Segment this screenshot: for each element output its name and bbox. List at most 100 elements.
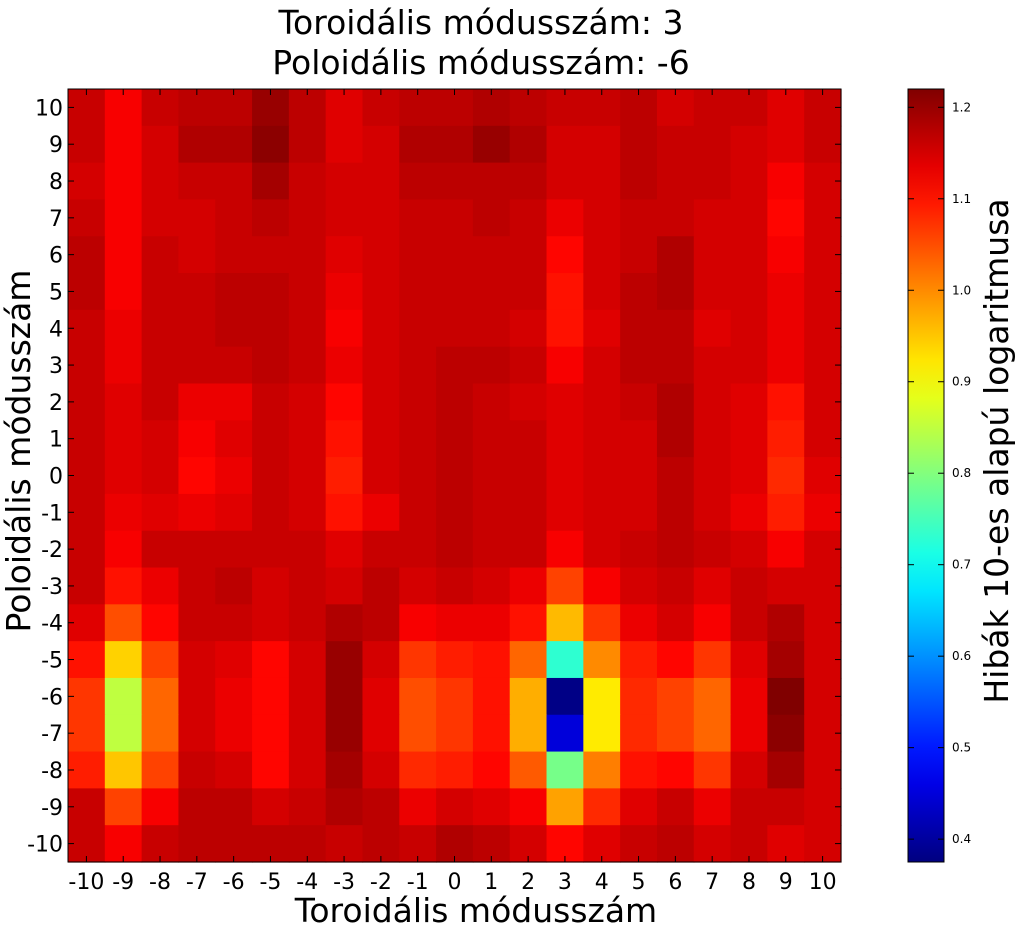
- heatmap-cell: [325, 89, 364, 127]
- heatmap-cell: [68, 751, 106, 789]
- heatmap-cell: [546, 457, 584, 495]
- heatmap-cell: [583, 273, 621, 311]
- heatmap-cell: [730, 346, 768, 385]
- heatmap-cell: [215, 420, 253, 458]
- heatmap-cell: [141, 567, 180, 605]
- heatmap-cell: [472, 162, 511, 201]
- heatmap-cell: [215, 567, 253, 605]
- heatmap-cell: [436, 751, 474, 789]
- heatmap-cell: [730, 420, 768, 458]
- heatmap-cell: [325, 125, 364, 164]
- x-tick-label: -2: [370, 870, 392, 895]
- heatmap-cell: [730, 125, 768, 164]
- heatmap-cell: [288, 199, 327, 237]
- heatmap-cell: [68, 641, 106, 679]
- heatmap-cell: [767, 309, 805, 348]
- heatmap-cell: [436, 677, 474, 716]
- y-tick-label: 6: [49, 244, 63, 269]
- heatmap-cell: [252, 346, 290, 385]
- heatmap-cell: [546, 346, 584, 385]
- heatmap-cell: [215, 751, 253, 789]
- heatmap-cell: [767, 420, 805, 458]
- heatmap-cell: [215, 199, 253, 237]
- heatmap-cell: [362, 530, 400, 569]
- heatmap-cell: [104, 641, 143, 679]
- heatmap-cell: [141, 162, 180, 201]
- heatmap-cell: [767, 89, 805, 127]
- heatmap-cell: [288, 236, 327, 274]
- heatmap-cell: [215, 530, 253, 569]
- heatmap-cell: [656, 714, 695, 753]
- heatmap-cell: [399, 199, 437, 237]
- heatmap-cell: [178, 788, 216, 826]
- colorbar-tick-label: 1.1: [952, 192, 971, 206]
- y-tick-label: 2: [49, 391, 63, 416]
- y-tick-label: 9: [49, 133, 63, 158]
- heatmap-cell: [104, 199, 143, 237]
- x-tick-label: 0: [448, 870, 462, 895]
- heatmap-cell: [693, 273, 732, 311]
- heatmap-cell: [472, 89, 511, 127]
- heatmap-cell: [362, 751, 400, 789]
- heatmap-cell: [141, 530, 180, 569]
- heatmap-cell: [472, 788, 511, 826]
- heatmap-cell: [288, 125, 327, 164]
- heatmap-cell: [252, 236, 290, 274]
- heatmap-cell: [325, 493, 364, 532]
- heatmap-cell: [730, 493, 768, 532]
- heatmap-cell: [215, 493, 253, 532]
- heatmap-cell: [546, 714, 584, 753]
- heatmap-cell: [178, 309, 216, 348]
- x-tick-label: 7: [705, 870, 719, 895]
- heatmap-cell: [252, 751, 290, 789]
- heatmap-cell: [399, 420, 437, 458]
- heatmap-cell: [509, 346, 548, 385]
- heatmap-cell: [288, 677, 327, 716]
- heatmap-cell: [693, 383, 732, 421]
- heatmap-cell: [68, 567, 106, 605]
- heatmap-cell: [68, 677, 106, 716]
- heatmap-cell: [104, 530, 143, 569]
- heatmap-cell: [252, 641, 290, 679]
- x-tick-label: 3: [558, 870, 572, 895]
- heatmap-cell: [215, 457, 253, 495]
- heatmap-cell: [509, 383, 548, 421]
- heatmap-cell: [325, 383, 364, 421]
- heatmap-cell: [767, 457, 805, 495]
- x-tick-label: 8: [742, 870, 756, 895]
- heatmap-cell: [399, 162, 437, 201]
- heatmap-cell: [325, 530, 364, 569]
- y-tick-label: -7: [41, 722, 63, 747]
- heatmap-cell: [325, 751, 364, 789]
- heatmap-cell: [68, 604, 106, 642]
- heatmap-cell: [68, 89, 106, 127]
- heatmap-cell: [730, 677, 768, 716]
- heatmap-cell: [693, 788, 732, 826]
- heatmap-cell: [436, 199, 474, 237]
- heatmap-cell: [730, 383, 768, 421]
- heatmap-cell: [693, 493, 732, 532]
- heatmap-cell: [362, 788, 400, 826]
- heatmap-cell: [252, 677, 290, 716]
- heatmap-cell: [583, 309, 621, 348]
- heatmap-cell: [546, 273, 584, 311]
- heatmap-cell: [141, 677, 180, 716]
- heatmap-cell: [693, 714, 732, 753]
- heatmap-cell: [104, 493, 143, 532]
- heatmap-cell: [252, 530, 290, 569]
- heatmap-cell: [583, 567, 621, 605]
- heatmap-cell: [178, 89, 216, 127]
- heatmap-cell: [362, 199, 400, 237]
- heatmap-cell: [288, 530, 327, 569]
- heatmap-cell: [252, 89, 290, 127]
- heatmap-cell: [141, 604, 180, 642]
- heatmap-cell: [472, 530, 511, 569]
- heatmap-cell: [693, 89, 732, 127]
- x-tick-label: 1: [484, 870, 498, 895]
- chart-subtitle: Poloidális módusszám: -6: [272, 43, 689, 82]
- heatmap-cell: [472, 641, 511, 679]
- heatmap-cell: [546, 162, 584, 201]
- heatmap-cell: [620, 273, 658, 311]
- heatmap-cell: [141, 457, 180, 495]
- heatmap-cell: [730, 457, 768, 495]
